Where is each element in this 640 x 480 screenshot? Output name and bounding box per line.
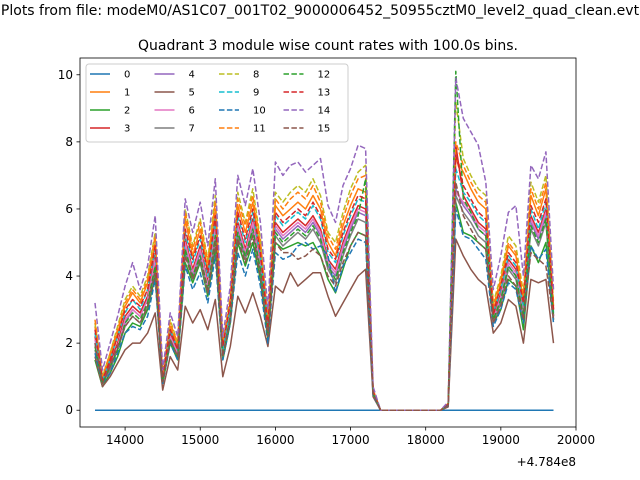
axes: 14000 15000 16000 17000 18000 19000 20000 0 2 4 6 8… <box>58 57 595 447</box>
series-line-1 <box>94 157 555 411</box>
legend-label-3: 3 <box>124 124 130 135</box>
x-tick-label: 17000 <box>331 433 369 447</box>
x-tick-label: 20000 <box>557 433 595 447</box>
series-line-13 <box>94 154 555 411</box>
chart-title: Quadrant 3 module wise count rates with … <box>138 38 518 54</box>
legend-label-0: 0 <box>124 70 130 81</box>
x-tick-label: 19000 <box>482 433 520 447</box>
legend-label-5: 5 <box>189 88 195 99</box>
legend-label-4: 4 <box>189 70 195 81</box>
y-tick-label: 2 <box>65 336 73 350</box>
legend-label-8: 8 <box>253 70 259 81</box>
legend-label-12: 12 <box>318 70 331 81</box>
legend-label-11: 11 <box>253 124 266 135</box>
x-tick-label: 14000 <box>106 433 144 447</box>
legend-label-2: 2 <box>124 106 130 117</box>
figure-suptitle: Plots from file: modeM0/AS1C07_001T02_90… <box>1 3 640 19</box>
y-tick-label: 0 <box>65 403 73 417</box>
legend-frame <box>85 63 349 143</box>
legend-label-6: 6 <box>189 106 195 117</box>
series-line-10 <box>94 208 555 411</box>
x-tick-label: 15000 <box>181 433 219 447</box>
legend-label-15: 15 <box>318 124 331 135</box>
series-line-14 <box>94 77 555 411</box>
legend-label-14: 14 <box>318 106 331 117</box>
y-tick-label: 10 <box>58 68 73 82</box>
y-tick-label: 8 <box>65 135 73 149</box>
legend-label-13: 13 <box>318 88 331 99</box>
legend-label-7: 7 <box>189 124 195 135</box>
series-line-5 <box>94 238 555 411</box>
series-line-15 <box>94 181 555 411</box>
axes-frame <box>79 57 577 428</box>
x-tick-label: 18000 <box>407 433 445 447</box>
series-line-3 <box>94 144 555 411</box>
x-offset-label: +4.784e8 <box>517 455 576 469</box>
legend-label-9: 9 <box>253 88 259 99</box>
y-tick-label: 4 <box>65 269 73 283</box>
x-tick-label: 16000 <box>256 433 294 447</box>
series-line-8 <box>94 100 555 411</box>
legend-label-1: 1 <box>124 88 130 99</box>
plot-area <box>94 70 555 411</box>
series-line-6 <box>94 191 555 411</box>
legend-label-10: 10 <box>253 106 266 117</box>
y-tick-label: 6 <box>65 202 73 216</box>
series-line-11 <box>94 141 555 411</box>
